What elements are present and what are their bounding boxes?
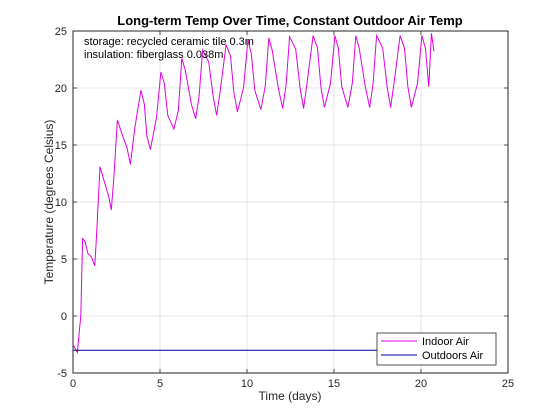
legend-label-indoor-air: Indoor Air [422, 336, 469, 348]
legend: Indoor Air Outdoors Air [376, 332, 497, 366]
series-lines [72, 33, 435, 355]
y-tick-label: 10 [55, 197, 67, 209]
annotation-insulation: insulation: fiberglass 0.038m [84, 49, 223, 61]
annotation-storage: storage: recycled ceramic tile 0.3m [84, 36, 254, 48]
y-tick-label: 5 [61, 254, 67, 266]
y-tick-label: 0 [61, 311, 67, 323]
x-tick-label: 15 [328, 378, 340, 390]
x-tick-label: 25 [502, 378, 514, 390]
series-line-indoor-air [72, 33, 435, 355]
grid-lines [72, 30, 509, 374]
y-tick-label: 15 [55, 140, 67, 152]
legend-box [376, 332, 497, 366]
x-tick-label: 5 [157, 378, 163, 390]
legend-label-outdoors-air: Outdoors Air [422, 350, 483, 362]
x-tick-label: 10 [241, 378, 253, 390]
y-tick-label: 20 [55, 83, 67, 95]
y-tick-label: -5 [57, 368, 67, 380]
chart-title: Long-term Temp Over Time, Constant Outdo… [117, 13, 463, 28]
x-tick-label: 20 [415, 378, 427, 390]
x-axis-label: Time (days) [259, 389, 322, 403]
y-axis-label: Temperature (degrees Celsius) [42, 120, 56, 285]
y-tick-label: 25 [55, 26, 67, 38]
x-tick-label: 0 [70, 378, 76, 390]
